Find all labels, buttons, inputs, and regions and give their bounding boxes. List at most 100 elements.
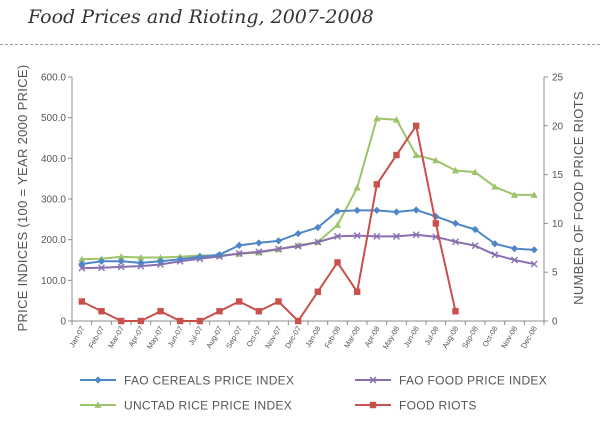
y-tick-label: 0: [60, 317, 66, 328]
x-tick-label: Jul-07: [187, 325, 205, 347]
chart-axes: 0 100.0 200.0 300.0 400.0 500.0 600.0 0 5 10 15 20 2…: [41, 73, 564, 351]
data-point: [432, 156, 440, 164]
y-tick-label: 200.0: [41, 235, 66, 246]
data-point: [235, 298, 243, 305]
legend-marker: [94, 401, 102, 408]
y2-tick-label: 20: [552, 121, 564, 132]
data-point: [97, 257, 106, 265]
series-line: [81, 124, 457, 322]
legend-entry: FAO FOOD PRICE INDEX: [355, 374, 547, 388]
data-point: [412, 151, 420, 158]
chart-plot: [78, 114, 538, 325]
data-point: [78, 298, 86, 305]
data-point: [274, 237, 283, 245]
data-point: [353, 184, 361, 191]
data-point: [137, 259, 145, 267]
series-unctad-rice-price-index: [78, 114, 538, 263]
data-point: [215, 251, 224, 259]
x-tick-label: Apr-07: [127, 325, 146, 349]
y2-tick-label: 5: [552, 268, 558, 279]
data-point: [117, 317, 125, 325]
y-tick-label: 500.0: [41, 113, 66, 124]
x-tick-label: May-08: [381, 325, 401, 351]
data-point: [98, 264, 105, 272]
x-tick-label: Jun-08: [402, 325, 421, 349]
data-point: [510, 245, 519, 253]
x-tick-label: Feb-08: [323, 325, 343, 350]
x-tick-label: Aug-07: [204, 325, 224, 350]
data-point: [275, 298, 282, 305]
data-point: [393, 151, 400, 159]
data-point: [353, 232, 361, 240]
legend-label: FAO CEREALS PRICE INDEX: [124, 374, 294, 388]
data-point: [491, 183, 499, 190]
y-axis-title: PRICE INDICES (100 = YEAR 2000 PRICE): [15, 65, 30, 332]
page-title: Food Prices and Rioting, 2007-2008: [28, 6, 374, 28]
data-point: [235, 249, 243, 257]
legend-marker: [94, 376, 102, 384]
data-point: [471, 168, 479, 176]
x-tick-label: Dec-08: [519, 325, 539, 350]
y2-axis-title: NUMBER OF FOOD PRICE RIOTS: [571, 91, 586, 305]
y2-tick-label: 10: [552, 219, 564, 230]
legend-marker: [369, 376, 377, 384]
data-point: [491, 251, 499, 259]
legend-label: FAO FOOD PRICE INDEX: [399, 374, 547, 388]
data-point: [176, 255, 184, 263]
data-point: [137, 317, 145, 325]
series-fao-cereals-price-index: [78, 206, 538, 268]
data-point: [294, 229, 302, 238]
data-point: [216, 308, 223, 315]
x-tick-label: Oct-08: [481, 325, 500, 349]
y-tick-label: 400.0: [41, 154, 66, 165]
data-point: [294, 317, 302, 325]
legend-label: UNCTAD RICE PRICE INDEX: [124, 399, 292, 413]
data-point: [530, 246, 538, 254]
x-tick-label: Aug-08: [440, 325, 460, 350]
x-tick-label: Jan-08: [303, 325, 322, 349]
data-point: [196, 253, 204, 261]
data-point: [235, 241, 243, 249]
x-tick-label: May-07: [145, 325, 165, 351]
data-point: [452, 308, 459, 315]
data-point: [412, 206, 420, 214]
data-point: [275, 245, 282, 253]
x-tick-label: Jul-08: [423, 325, 441, 347]
data-point: [392, 208, 401, 216]
data-point: [373, 114, 381, 122]
data-point: [452, 238, 459, 246]
data-point: [333, 221, 342, 228]
data-point: [117, 257, 125, 265]
y-tick-label: 100.0: [41, 276, 66, 287]
data-point: [255, 239, 263, 247]
data-point: [176, 317, 184, 325]
x-tick-label: Jun-07: [166, 325, 185, 349]
data-point: [510, 191, 519, 198]
legend-entry: FOOD RIOTS: [355, 399, 477, 413]
legend-label: FOOD RIOTS: [399, 399, 477, 413]
legend-entry: FAO CEREALS PRICE INDEX: [80, 374, 294, 388]
data-point: [78, 260, 86, 268]
x-tick-label: Mar-08: [342, 325, 362, 350]
data-point: [117, 263, 125, 271]
series-line: [81, 208, 535, 266]
data-point: [157, 308, 164, 315]
series-line: [81, 117, 535, 261]
y-tick-label: 600.0: [41, 73, 66, 84]
data-point: [314, 288, 322, 295]
data-point: [314, 238, 322, 246]
data-point: [333, 207, 342, 215]
data-point: [78, 264, 86, 272]
data-point: [78, 255, 86, 263]
legend-entry: UNCTAD RICE PRICE INDEX: [80, 399, 292, 413]
series-fao-food-price-index: [78, 231, 538, 272]
data-point: [451, 219, 460, 227]
data-point: [471, 225, 479, 234]
data-point: [530, 260, 538, 268]
data-point: [156, 257, 165, 265]
chart-legend: FAO CEREALS PRICE INDEX UNCTAD RICE PRICE…: [80, 374, 547, 413]
data-point: [412, 231, 420, 239]
x-tick-label: Feb-07: [87, 325, 107, 350]
data-point: [432, 220, 440, 227]
